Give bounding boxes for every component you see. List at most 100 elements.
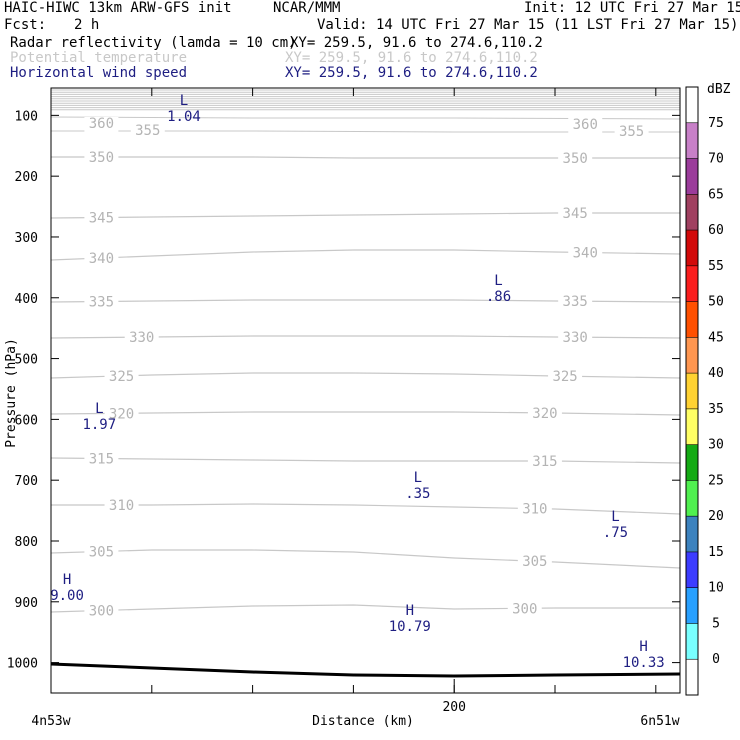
theta-label-bg <box>84 293 119 310</box>
theta-label-bg <box>558 329 593 346</box>
colorbar-label: 20 <box>708 509 724 524</box>
x-axis-title: Distance (km) <box>312 714 414 729</box>
wind-extremum-type: L <box>611 509 619 525</box>
forecast-label: Fcst: <box>4 17 47 33</box>
theta-label: 335 <box>563 294 588 310</box>
colorbar-label: 10 <box>708 581 724 596</box>
theta-label-bg <box>130 124 165 139</box>
colorbar-swatch <box>686 122 698 159</box>
theta-label: 325 <box>552 369 577 385</box>
colorbar-label: 55 <box>708 259 724 274</box>
theta-label-bg <box>104 497 139 513</box>
theta-contour-345 <box>50 212 680 219</box>
theta-label: 330 <box>563 330 588 346</box>
field-xy-reflectivity: XY= 259.5, 91.6 to 274.6,110.2 <box>290 35 543 51</box>
y-tick-label: 700 <box>15 474 38 489</box>
theta-label-bg <box>548 368 583 385</box>
theta-label-bg <box>558 150 593 166</box>
y-tick-label: 300 <box>15 231 38 246</box>
field-xy-wind: XY= 259.5, 91.6 to 274.6,110.2 <box>285 65 538 81</box>
wind-extremum-value: .75 <box>603 525 628 541</box>
theta-label-top: 355 <box>619 124 644 140</box>
forecast-hours: 2 h <box>74 17 100 33</box>
colorbar-swatch <box>686 623 698 660</box>
theta-contour-335 <box>50 299 681 303</box>
theta-label-bg <box>568 118 603 133</box>
colorbar-label: 0 <box>712 652 720 667</box>
wind-extremum-value: .35 <box>405 486 430 502</box>
theta-label: 305 <box>522 554 547 570</box>
colorbar-swatch <box>686 480 698 517</box>
theta-label-bg <box>84 250 119 266</box>
colorbar-label: 25 <box>708 473 724 488</box>
colorbar-swatch <box>686 301 698 338</box>
theta-label: 350 <box>89 150 114 166</box>
theta-contour-325 <box>50 372 681 379</box>
theta-contour-310 <box>51 503 681 515</box>
org-label: NCAR/MMM <box>273 0 341 16</box>
theta-contour-300 <box>50 604 680 613</box>
wind-extremum-value: 10.79 <box>389 619 431 635</box>
wind-extremum-value: 10.33 <box>623 655 665 671</box>
surface-pressure-line <box>50 662 681 678</box>
theta-contour-320 <box>50 411 681 416</box>
y-tick-label: 500 <box>15 353 38 368</box>
field-xy-theta: XY= 259.5, 91.6 to 274.6,110.2 <box>285 50 538 66</box>
x-endpoint-left: 4n53w <box>31 714 70 729</box>
colorbar-swatch <box>686 230 698 266</box>
init-time: Init: 12 UTC Fri 27 Mar 15 <box>524 0 740 16</box>
colorbar-swatch <box>686 551 698 588</box>
wind-extremum-value: 1.97 <box>82 417 116 433</box>
theta-label: 340 <box>573 245 598 261</box>
colorbar-swatch <box>686 516 698 552</box>
colorbar-swatch <box>686 587 698 624</box>
theta-label-bg <box>517 500 552 517</box>
theta-label-top: 355 <box>135 123 160 139</box>
theta-label: 340 <box>89 251 114 267</box>
y-tick-label: 400 <box>15 292 38 307</box>
y-tick-label: 1000 <box>7 657 38 672</box>
valid-time: Valid: 14 UTC Fri 27 Mar 15 (11 LST Fri … <box>317 17 739 33</box>
theta-label-top: 360 <box>89 116 114 132</box>
theta-label-bg <box>527 404 562 421</box>
theta-label: 320 <box>532 406 557 422</box>
x-endpoint-right: 6n51w <box>640 714 679 729</box>
y-tick-label: 200 <box>15 170 38 185</box>
colorbar-label: 40 <box>708 366 724 381</box>
colorbar-swatch <box>686 659 698 695</box>
wind-extremum-value: 1.04 <box>167 109 201 125</box>
theta-label: 345 <box>563 206 588 222</box>
plot-area: 350 350 345 345 340 340 335 335 330 330 325 325 320 3… <box>50 89 681 678</box>
wind-extremum-type: H <box>63 572 71 588</box>
wind-extremum-type: L <box>494 273 502 289</box>
colorbar-label: 5 <box>712 616 720 631</box>
colorbar-swatch <box>686 337 698 374</box>
theta-label-bg <box>517 553 552 570</box>
theta-label-bg <box>84 149 119 165</box>
field-name-wind: Horizontal wind speed <box>10 65 188 81</box>
colorbar-swatch <box>686 87 698 123</box>
theta-contour-315 <box>50 457 681 464</box>
axes: 100 200 300 400 500 600 700 800 900 1000 200 <box>7 87 681 715</box>
y-tick-label: 900 <box>15 596 38 611</box>
colorbar-swatch <box>686 194 698 231</box>
theta-label: 310 <box>109 498 134 514</box>
wind-extremum-type: L <box>414 470 422 486</box>
model-title: HAIC-HIWC 13km ARW-GFS init <box>4 0 232 16</box>
theta-label-bg <box>84 543 119 560</box>
theta-label: 305 <box>89 545 114 561</box>
theta-label: 320 <box>109 406 134 422</box>
wind-extremum-type: L <box>95 401 103 417</box>
theta-label: 330 <box>129 330 154 346</box>
colorbar-label: 50 <box>708 295 724 310</box>
colorbar-swatch <box>686 408 698 445</box>
theta-label: 310 <box>522 502 547 518</box>
theta-contour-340 <box>50 249 681 261</box>
theta-label: 315 <box>89 452 114 468</box>
plot-frame <box>50 87 681 694</box>
wind-extremum-value: .86 <box>486 289 511 305</box>
colorbar-label: 65 <box>708 187 724 202</box>
theta-label-bg <box>527 453 562 469</box>
